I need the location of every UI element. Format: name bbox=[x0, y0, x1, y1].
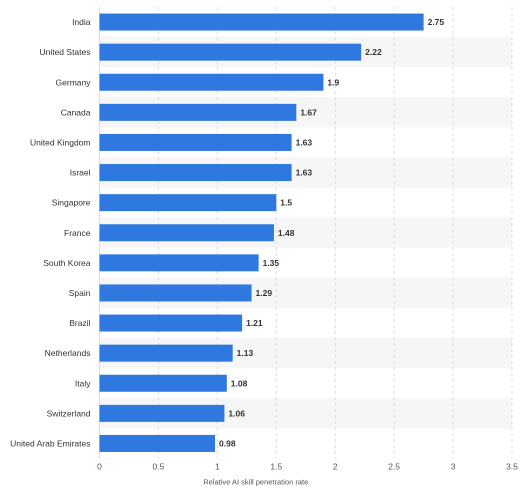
bar bbox=[99, 194, 277, 212]
value-label: 1.29 bbox=[256, 288, 273, 298]
x-tick-label: 3 bbox=[451, 462, 456, 472]
category-label: Italy bbox=[75, 378, 91, 388]
category-label: France bbox=[64, 228, 91, 238]
x-tick-label: 2.5 bbox=[388, 462, 400, 472]
bar bbox=[99, 314, 243, 332]
bar bbox=[99, 374, 227, 392]
bar bbox=[99, 344, 233, 362]
bar bbox=[99, 404, 225, 422]
bar bbox=[99, 133, 292, 151]
x-axis-ticks: 0 0.5 1 1.5 2 2.5 3 3.5 bbox=[97, 462, 518, 472]
x-tick-label: 0 bbox=[97, 462, 102, 472]
value-label: 2.75 bbox=[428, 17, 445, 27]
value-label: 1.13 bbox=[237, 348, 254, 358]
bar bbox=[99, 254, 259, 272]
value-label: 1.9 bbox=[327, 77, 339, 87]
x-axis-title: Relative AI skill penetration rate bbox=[203, 478, 308, 487]
bar bbox=[99, 224, 274, 242]
bar bbox=[99, 434, 215, 452]
bar bbox=[99, 164, 292, 182]
value-label: 1.06 bbox=[228, 408, 245, 418]
value-labels: 2.75 2.22 1.9 1.67 1.63 1.63 1.5 1.48 1.35 1.29 1.… bbox=[219, 17, 444, 448]
category-label: Israel bbox=[70, 168, 91, 178]
category-label: Brazil bbox=[69, 318, 90, 328]
value-label: 1.63 bbox=[296, 168, 313, 178]
x-tick-label: 1 bbox=[215, 462, 220, 472]
value-label: 1.21 bbox=[246, 318, 263, 328]
category-label: Canada bbox=[61, 107, 91, 117]
category-label: Switzerland bbox=[47, 408, 91, 418]
bar bbox=[99, 13, 424, 31]
bar bbox=[99, 43, 362, 61]
category-label: South Korea bbox=[43, 258, 91, 268]
bar bbox=[99, 73, 324, 91]
x-tick-label: 1.5 bbox=[270, 462, 282, 472]
value-label: 1.35 bbox=[263, 258, 280, 268]
category-labels: India United States Germany Canada United Ki… bbox=[10, 17, 91, 448]
value-label: 1.5 bbox=[280, 198, 292, 208]
category-label: United Kingdom bbox=[30, 137, 90, 147]
category-label: United States bbox=[39, 47, 90, 57]
category-label: Germany bbox=[56, 77, 92, 87]
value-label: 1.67 bbox=[300, 107, 317, 117]
value-label: 1.48 bbox=[278, 228, 295, 238]
category-label: India bbox=[72, 17, 91, 27]
category-label: Spain bbox=[69, 288, 91, 298]
bars bbox=[99, 13, 424, 452]
x-tick-label: 2 bbox=[333, 462, 338, 472]
category-label: Netherlands bbox=[45, 348, 91, 358]
bar bbox=[99, 103, 297, 121]
value-label: 0.98 bbox=[219, 438, 236, 448]
category-label: Singapore bbox=[52, 198, 91, 208]
value-label: 1.63 bbox=[296, 137, 313, 147]
bar bbox=[99, 284, 252, 302]
x-tick-label: 0.5 bbox=[153, 462, 165, 472]
value-label: 1.08 bbox=[231, 378, 248, 388]
value-label: 2.22 bbox=[365, 47, 382, 57]
category-label: United Arab Emirates bbox=[10, 438, 90, 448]
x-tick-label: 3.5 bbox=[506, 462, 518, 472]
